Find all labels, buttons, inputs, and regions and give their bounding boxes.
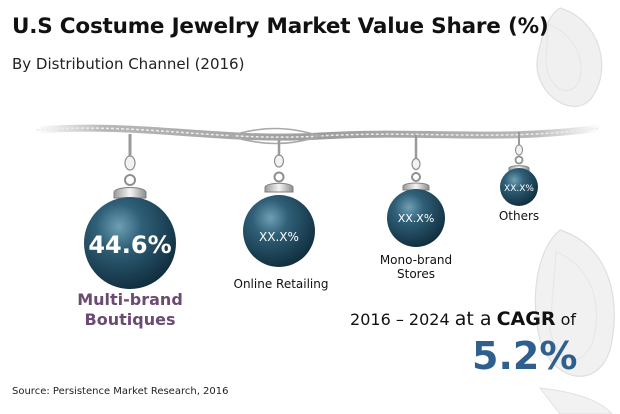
cagr-keyword: CAGR <box>496 308 556 330</box>
pearl-online-retailing <box>243 140 315 267</box>
decorative-petal-bottom-right <box>534 229 615 414</box>
value-label-mono-brand-stores: XX.X% <box>398 212 435 225</box>
decorative-petal-top-right <box>536 7 603 107</box>
category-label-multi-brand-boutiques-line-1: Multi-brand <box>77 290 183 309</box>
category-label-online-retailing: Online Retailing <box>234 277 329 291</box>
chart-title: U.S Costume Jewelry Market Value Share (… <box>12 14 549 39</box>
value-label-online-retailing: XX.X% <box>259 230 299 244</box>
category-label-mono-brand-stores-line-1: Mono-brand <box>380 253 452 267</box>
necklace-chain <box>32 124 604 145</box>
pearl-others <box>500 132 538 206</box>
category-label-mono-brand-stores-line-2: Stores <box>397 267 435 281</box>
pearl-multi-brand-boutiques <box>84 134 176 289</box>
category-label-others: Others <box>499 209 539 223</box>
chart-subtitle: By Distribution Channel (2016) <box>12 55 245 73</box>
cagr-years: 2016 – 2024 <box>350 310 450 329</box>
category-label-multi-brand-boutiques-line-2: Boutiques <box>85 310 176 329</box>
pearl-mono-brand-stores <box>387 135 445 247</box>
cagr-statement: 2016 – 2024 at a CAGR of <box>350 308 576 330</box>
cagr-value: 5.2% <box>472 334 578 378</box>
cagr-suffix: of <box>560 310 576 329</box>
value-label-multi-brand-boutiques: 44.6% <box>88 231 171 259</box>
cagr-prefix: at a <box>454 308 492 330</box>
source-note: Source: Persistence Market Research, 201… <box>12 386 229 397</box>
value-label-others: XX.X% <box>504 184 534 194</box>
